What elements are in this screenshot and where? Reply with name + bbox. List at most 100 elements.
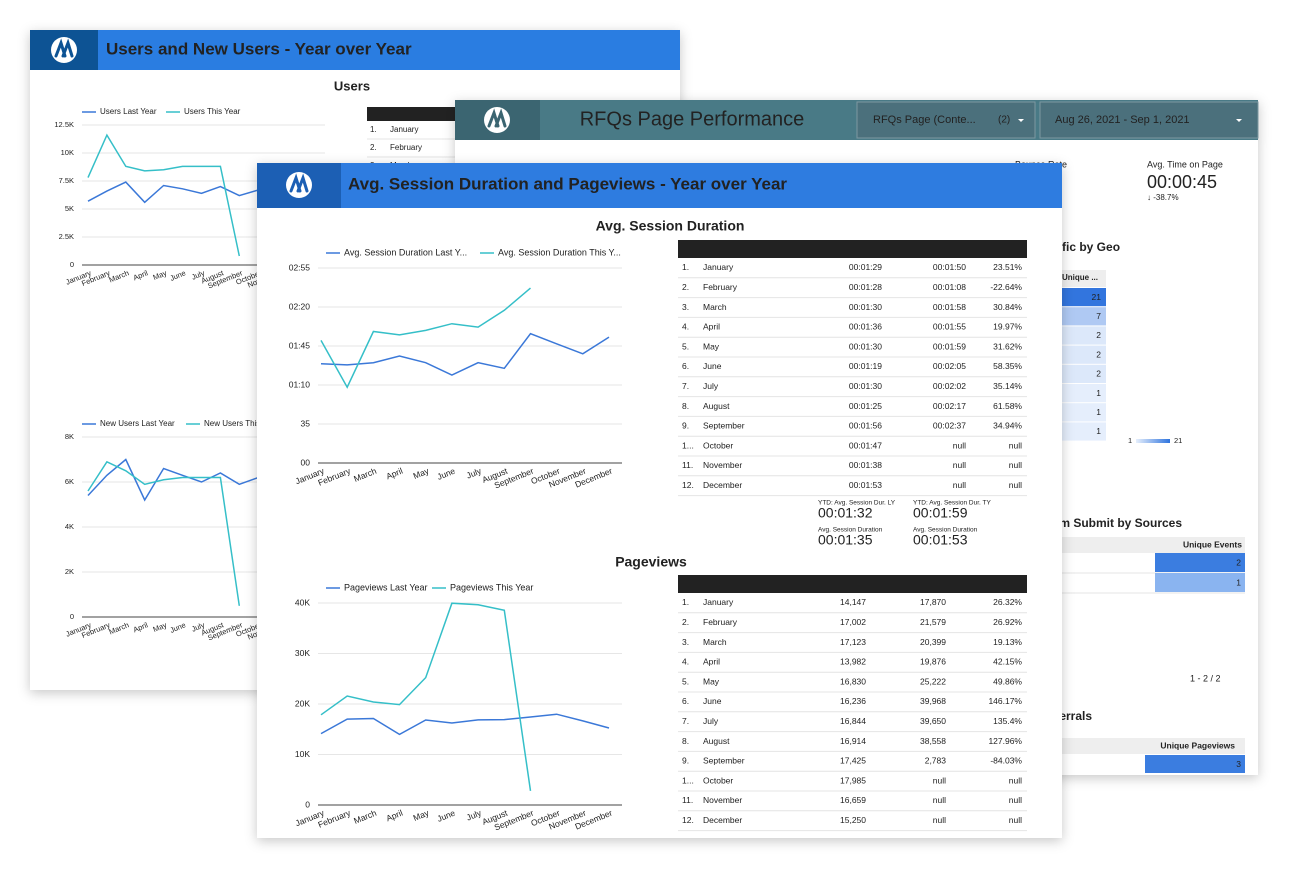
table-cell: 00:01:56	[849, 421, 882, 431]
table-cell: 12.	[682, 815, 694, 825]
geo-value: 2	[1096, 369, 1101, 379]
bar-cell	[1145, 755, 1245, 773]
table-cell: null	[1009, 460, 1022, 470]
table-cell: 6.	[682, 361, 689, 371]
scorecard-value: 00:00:45	[1147, 172, 1217, 192]
table-header-cell: Last Year Avg....	[821, 244, 882, 253]
table-cell: 00:01:36	[849, 322, 882, 332]
dropdown-count: (2)	[998, 115, 1010, 126]
table-cell: 30.84%	[993, 302, 1022, 312]
y-tick-label: 5K	[65, 204, 74, 213]
table-cell: 00:01:08	[933, 282, 966, 292]
y-tick-label: 7.5K	[59, 176, 74, 185]
section-heading: Users	[334, 78, 370, 93]
legend-label: Avg. Session Duration Last Y...	[344, 247, 467, 257]
dropdown[interactable]	[856, 101, 1036, 139]
table-cell: 16,914	[840, 736, 866, 746]
y-tick-label: 00	[301, 457, 311, 467]
table-cell: 2.	[682, 282, 689, 292]
table-cell: 25,222	[920, 676, 946, 686]
geo-value: 1	[1096, 426, 1101, 436]
table-header	[678, 575, 1027, 593]
geo-legend-bar	[1136, 439, 1170, 443]
scorecard-value: 00:01:32	[818, 505, 873, 521]
y-tick-label: 01:10	[289, 379, 311, 389]
table-cell: 9.	[682, 756, 689, 766]
table-header	[1040, 738, 1245, 754]
date-picker[interactable]	[1039, 101, 1259, 139]
table-cell: September	[703, 756, 745, 766]
y-tick-label: 12.5K	[54, 120, 74, 129]
table-cell: 00:01:28	[849, 282, 882, 292]
scorecard-change: ↓ -38.7%	[1147, 193, 1179, 202]
table-cell: October	[703, 775, 733, 785]
table-cell: 00:02:37	[933, 421, 966, 431]
caret	[1018, 119, 1024, 122]
cell-value: 2	[1236, 557, 1241, 567]
table-cell: 146.17%	[988, 696, 1022, 706]
table-header-cell: Pageviews La...	[807, 579, 866, 588]
y-tick-label: 01:45	[289, 340, 311, 350]
table-cell: 35.14%	[993, 381, 1022, 391]
table-cell: 00:01:53	[849, 480, 882, 490]
table-cell: null	[953, 480, 966, 490]
pager: 1 - 2 / 2	[1190, 673, 1221, 683]
table-cell: 9.	[682, 421, 689, 431]
table-cell: 23.51%	[993, 262, 1022, 272]
table-cell: November	[703, 460, 742, 470]
table-cell: 17,870	[920, 597, 946, 607]
table-cell: 3.	[682, 637, 689, 647]
table-cell: 00:01:47	[849, 440, 882, 450]
table-cell: 8.	[682, 736, 689, 746]
table-cell: 3.	[682, 302, 689, 312]
table-header-cell: %Difference P...	[963, 579, 1022, 588]
y-tick-label: 0	[305, 799, 310, 809]
table-cell: 1...	[682, 440, 694, 450]
series-line	[320, 602, 532, 792]
y-tick-label: 0	[70, 260, 74, 269]
scorecard-label: Avg. Time on Page	[1147, 159, 1223, 169]
table-cell: 00:01:29	[849, 262, 882, 272]
geo-value: 2	[1096, 330, 1101, 340]
table-cell: 49.86%	[993, 676, 1022, 686]
y-tick-label: 20K	[295, 698, 310, 708]
table-cell: 15,250	[840, 815, 866, 825]
y-tick-label: 2.5K	[59, 232, 74, 241]
y-tick-label: 10K	[295, 749, 310, 759]
table-cell: 1.	[370, 125, 377, 134]
table-cell: 2.	[370, 143, 377, 152]
y-tick-label: 40K	[295, 597, 310, 607]
y-tick-label: 8K	[65, 432, 74, 441]
table-cell: 6.	[682, 696, 689, 706]
table-cell: 19.13%	[993, 637, 1022, 647]
table-header-cell: Month of the y...	[703, 244, 764, 253]
table-cell: 4.	[682, 657, 689, 667]
section-heading: Form Submit by Sources	[1040, 516, 1182, 530]
table-cell: 17,425	[840, 756, 866, 766]
table-cell: May	[703, 341, 720, 351]
panel-title: RFQs Page Performance	[580, 108, 805, 130]
table-cell: 19.97%	[993, 322, 1022, 332]
y-tick-label: 02:55	[289, 262, 311, 272]
y-tick-label: 2K	[65, 567, 74, 576]
scorecard-value: 00:01:59	[913, 505, 968, 521]
legend-label: Pageviews This Year	[450, 582, 533, 592]
legend-label: New Users Last Year	[100, 419, 175, 428]
table-cell: 00:01:38	[849, 460, 882, 470]
legend-label: Users This Year	[184, 107, 241, 116]
table-cell: June	[703, 696, 722, 706]
series-line	[320, 287, 531, 389]
table-cell: 1.	[682, 597, 689, 607]
table-cell: 17,985	[840, 775, 866, 785]
table-cell: 16,844	[840, 716, 866, 726]
table-cell: September	[703, 421, 745, 431]
scorecard-value: 00:01:53	[913, 532, 968, 548]
table-cell: 12.	[682, 480, 694, 490]
table-cell: 7.	[682, 381, 689, 391]
table-cell: null	[953, 460, 966, 470]
y-tick-label: 10K	[61, 148, 74, 157]
table-cell: January	[390, 125, 418, 134]
scorecard-label: Avg. Session Duration	[913, 527, 978, 534]
table-cell: 00:02:05	[933, 361, 966, 371]
